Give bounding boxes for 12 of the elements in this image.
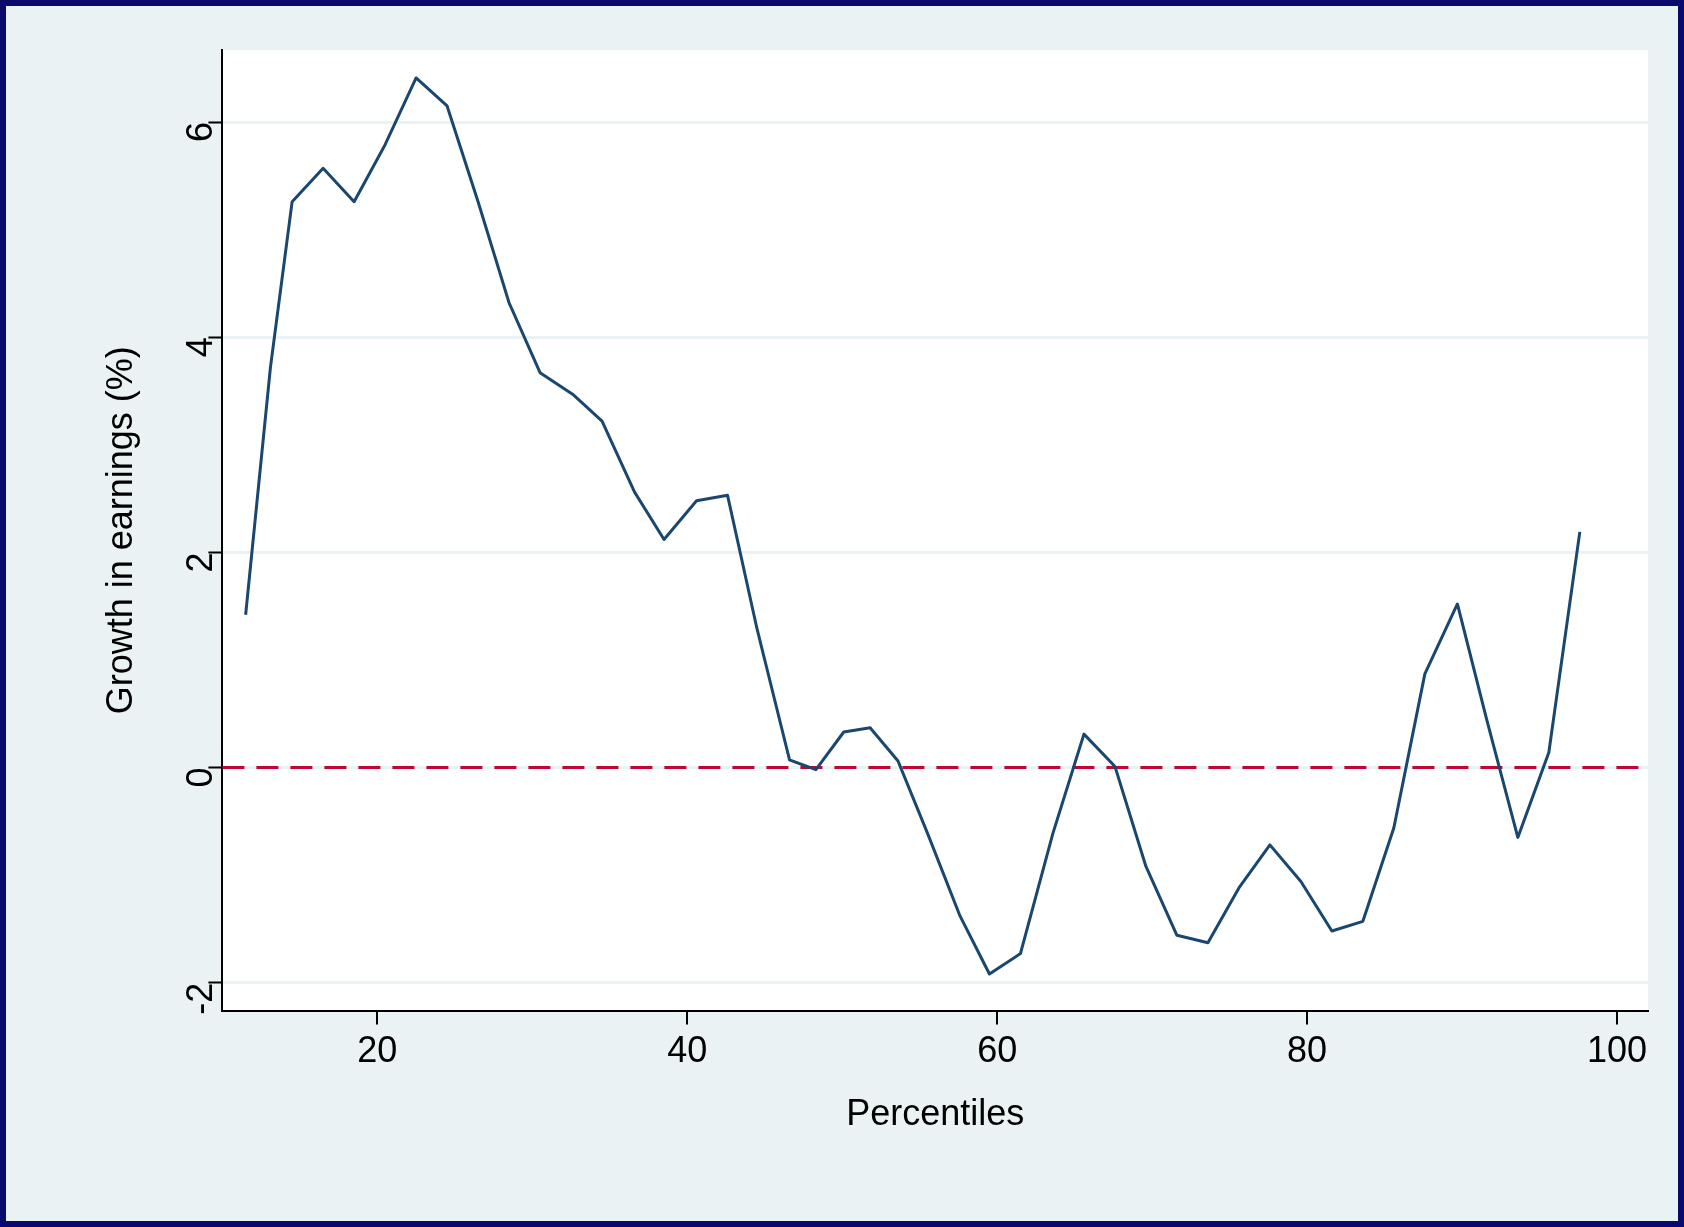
x-tick-label: 80 [1287, 1029, 1328, 1071]
y-tick-label: 6 [179, 122, 221, 143]
y-tick-label: 4 [179, 337, 221, 358]
y-tick-label: 2 [179, 552, 221, 573]
y-tick-label: -2 [179, 982, 221, 1015]
x-tick-label: 40 [667, 1029, 708, 1071]
x-tick-label: 60 [977, 1029, 1018, 1071]
x-axis-title: Percentiles [846, 1092, 1025, 1134]
y-axis-title: Growth in earnings (%) [98, 346, 140, 715]
x-tick-label: 20 [357, 1029, 398, 1071]
x-tick-label: 100 [1586, 1029, 1648, 1071]
y-tick-label: 0 [179, 767, 221, 788]
